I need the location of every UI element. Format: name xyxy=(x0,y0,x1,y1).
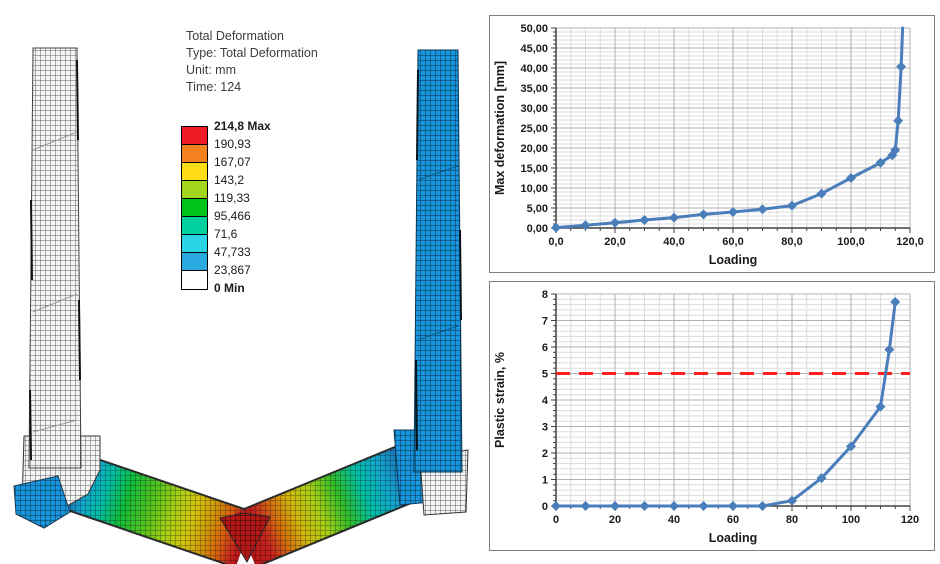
annotation-unit: Unit: mm xyxy=(186,63,236,77)
result-annotation: Total Deformation Type: Total Deformatio… xyxy=(186,28,318,96)
y-axis-title: Max deformation [mm] xyxy=(493,61,507,195)
svg-text:120: 120 xyxy=(901,514,919,526)
svg-text:0: 0 xyxy=(542,501,548,513)
svg-text:20,0: 20,0 xyxy=(604,236,625,248)
legend-label: 71,6 xyxy=(214,227,238,241)
svg-text:80,0: 80,0 xyxy=(781,236,802,248)
legend-color-cell xyxy=(182,145,207,163)
svg-text:50,00: 50,00 xyxy=(520,23,548,35)
svg-text:5,00: 5,00 xyxy=(527,203,548,215)
legend-label: 167,07 xyxy=(214,155,251,169)
x-axis-title: Loading xyxy=(709,531,758,545)
legend-color-cell xyxy=(182,253,207,271)
legend-label: 95,466 xyxy=(214,209,251,223)
x-axis-title: Loading xyxy=(709,253,758,267)
major-gridlines xyxy=(555,27,911,229)
legend-label: 119,33 xyxy=(214,191,250,205)
fea-visualization: Total Deformation Type: Total Deformatio… xyxy=(13,28,469,564)
left-corner-blue-patch xyxy=(13,475,71,529)
svg-text:20: 20 xyxy=(609,514,621,526)
svg-text:120,0: 120,0 xyxy=(896,236,924,248)
legend-color-cell xyxy=(182,271,207,289)
svg-text:35,00: 35,00 xyxy=(520,83,548,95)
svg-text:40: 40 xyxy=(668,514,680,526)
legend-label: 143,2 xyxy=(214,173,245,187)
svg-text:7: 7 xyxy=(542,316,548,328)
legend-label: 0 Min xyxy=(214,281,245,295)
legend-label: 23,867 xyxy=(214,263,251,277)
axis-ticks xyxy=(551,27,911,233)
v-beam-arms xyxy=(65,440,432,564)
plastic-strain-chart-panel: 0 20 40 60 80 100 120 0 1 2 3 4 5 6 7 8 Loading Plastic s… xyxy=(489,281,935,551)
svg-text:80: 80 xyxy=(786,514,798,526)
svg-text:8: 8 xyxy=(542,289,548,301)
max-deformation-chart-panel: 0,0 20,0 40,0 60,0 80,0 100,0 120,0 0,00 5,00 10,… xyxy=(489,15,935,273)
annotation-type: Type: Total Deformation xyxy=(186,46,318,60)
y-tick-labels: 0,00 5,00 10,00 15,00 20,00 25,00 30,00 35,00 40… xyxy=(520,23,548,235)
svg-text:1: 1 xyxy=(542,475,548,487)
contour-legend: 214,8 Max 190,93 167,07 143,2 119,33 95,466 71… xyxy=(181,119,271,295)
legend-color-cell xyxy=(182,127,207,145)
y-axis-title: Plastic strain, % xyxy=(493,352,507,448)
svg-text:2: 2 xyxy=(542,448,548,460)
svg-text:3: 3 xyxy=(542,422,548,434)
svg-text:30,00: 30,00 xyxy=(520,103,548,115)
svg-text:5: 5 xyxy=(542,369,548,381)
svg-text:10,00: 10,00 xyxy=(520,183,548,195)
svg-text:0,00: 0,00 xyxy=(527,223,548,235)
svg-text:45,00: 45,00 xyxy=(520,43,548,55)
y-tick-labels: 0 1 2 3 4 5 6 7 8 xyxy=(542,289,549,513)
series-line xyxy=(554,300,897,508)
svg-text:60: 60 xyxy=(727,514,739,526)
legend-color-cell xyxy=(182,199,207,217)
svg-text:100: 100 xyxy=(842,514,860,526)
axes xyxy=(555,28,910,229)
legend-color-cell xyxy=(182,181,207,199)
svg-text:0,0: 0,0 xyxy=(548,236,563,248)
legend-label: 190,93 xyxy=(214,137,251,151)
data-point-markers xyxy=(551,61,907,233)
plastic-strain-chart: 0 20 40 60 80 100 120 0 1 2 3 4 5 6 7 8 Loading Plastic s… xyxy=(493,289,919,545)
legend-label: 214,8 Max xyxy=(214,119,271,133)
annotation-time: Time: 124 xyxy=(186,80,242,94)
svg-text:20,00: 20,00 xyxy=(520,143,548,155)
svg-text:40,00: 40,00 xyxy=(520,63,548,75)
legend-color-cell xyxy=(182,163,207,181)
svg-text:6: 6 xyxy=(542,342,548,354)
svg-text:60,0: 60,0 xyxy=(722,236,743,248)
x-tick-labels: 0,0 20,0 40,0 60,0 80,0 100,0 120,0 xyxy=(548,236,923,248)
svg-text:40,0: 40,0 xyxy=(663,236,684,248)
svg-text:25,00: 25,00 xyxy=(520,123,548,135)
max-deformation-chart: 0,0 20,0 40,0 60,0 80,0 100,0 120,0 0,00 5,00 10,… xyxy=(493,23,924,267)
legend-color-stack xyxy=(181,126,208,290)
svg-text:0: 0 xyxy=(553,514,559,526)
annotation-title: Total Deformation xyxy=(186,29,284,43)
mesh-figure-svg xyxy=(13,47,469,564)
svg-text:15,00: 15,00 xyxy=(520,163,548,175)
legend-label: 47,733 xyxy=(214,245,251,259)
legend-labels: 214,8 Max 190,93 167,07 143,2 119,33 95,466 71… xyxy=(214,119,304,295)
right-column-mesh xyxy=(413,49,463,473)
svg-text:4: 4 xyxy=(542,395,549,407)
legend-color-cell xyxy=(182,235,207,253)
left-column-mesh xyxy=(28,47,82,469)
x-tick-labels: 0 20 40 60 80 100 120 xyxy=(553,514,919,526)
axis-ticks xyxy=(551,293,911,511)
legend-color-cell xyxy=(182,217,207,235)
data-point-markers xyxy=(551,296,901,511)
svg-text:100,0: 100,0 xyxy=(837,236,865,248)
